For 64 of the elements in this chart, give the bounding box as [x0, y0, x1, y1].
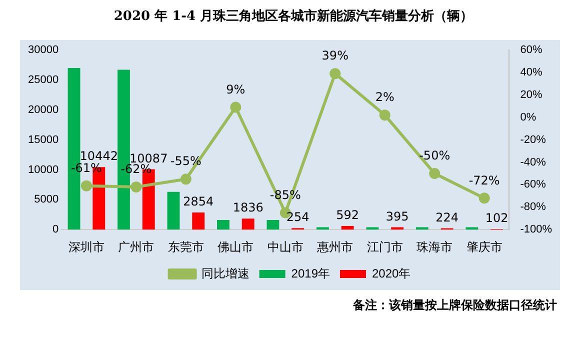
x-tick-label: 广州市	[118, 240, 154, 254]
x-tick-label: 江门市	[366, 240, 403, 254]
data-label: 9%	[226, 82, 246, 96]
bar	[341, 226, 354, 230]
y-tick-label: 20000	[28, 104, 59, 116]
x-tick-label: 中山市	[267, 240, 304, 254]
bar	[242, 218, 254, 230]
data-label: 2%	[375, 90, 394, 104]
y2-tick-label: -60%	[520, 178, 546, 191]
point	[429, 168, 440, 179]
data-label: 1836	[232, 200, 264, 215]
y2-tick-label: -80%	[520, 201, 546, 214]
y2-tick-label: 40%	[520, 66, 542, 78]
y2-tick-label: -100%	[520, 224, 552, 236]
x-tick-label: 佛山市	[218, 240, 254, 254]
point	[180, 174, 192, 185]
y2-tick-label: -20%	[520, 134, 546, 146]
point	[80, 180, 92, 192]
y2-tick-label: 60%	[520, 44, 542, 56]
data-label: 10442	[80, 149, 118, 164]
data-label: -50%	[419, 148, 450, 163]
data-label: 102	[485, 211, 508, 226]
bar	[167, 192, 180, 230]
bar	[466, 227, 478, 230]
point	[130, 181, 142, 192]
y-tick-label: 30000	[28, 44, 59, 56]
point	[230, 102, 242, 113]
x-tick-label: 深圳市	[68, 240, 104, 254]
point	[478, 192, 490, 204]
data-label: 254	[286, 210, 310, 224]
legend-label: 2020年	[372, 266, 411, 280]
point	[330, 68, 341, 80]
x-tick-label: 东莞市	[168, 240, 204, 254]
bar	[391, 227, 404, 230]
data-label: 10087	[130, 151, 168, 166]
data-label: -72%	[468, 173, 500, 188]
legend-label: 同比增速	[201, 266, 250, 280]
x-tick-label: 珠海市	[416, 240, 453, 254]
data-label: 2854	[183, 194, 214, 209]
bar	[316, 227, 329, 230]
x-tick-label: 惠州市	[316, 240, 354, 254]
bar	[217, 220, 230, 230]
y2-tick-label: 0%	[520, 111, 536, 124]
y-tick-label: 10000	[28, 164, 59, 176]
bar	[366, 227, 379, 230]
y-tick-label: 5000	[34, 194, 59, 206]
chart-title: 2020 年 1-4 月珠三角地区各城市新能源汽车销量分析（辆）	[112, 8, 474, 26]
bar	[416, 227, 428, 230]
bar	[192, 212, 205, 230]
data-label: 39%	[322, 48, 348, 63]
x-tick-label: 肇庆市	[466, 240, 502, 254]
data-label: 592	[336, 208, 360, 222]
y-tick-label: 25000	[28, 74, 59, 86]
data-label: 395	[386, 209, 409, 224]
y-tick-label: 15000	[28, 134, 59, 146]
y-tick-label: 0	[52, 224, 59, 236]
y2-tick-label: -40%	[520, 156, 546, 168]
text: 备注：该销量按上牌保险数据口径统计	[353, 297, 557, 314]
y2-tick-label: 20%	[520, 88, 542, 101]
point	[379, 110, 390, 121]
bar	[266, 220, 280, 230]
data-label: -61%	[70, 160, 102, 175]
legend-label: 2019年	[291, 266, 330, 280]
data-label: 224	[436, 210, 458, 224]
